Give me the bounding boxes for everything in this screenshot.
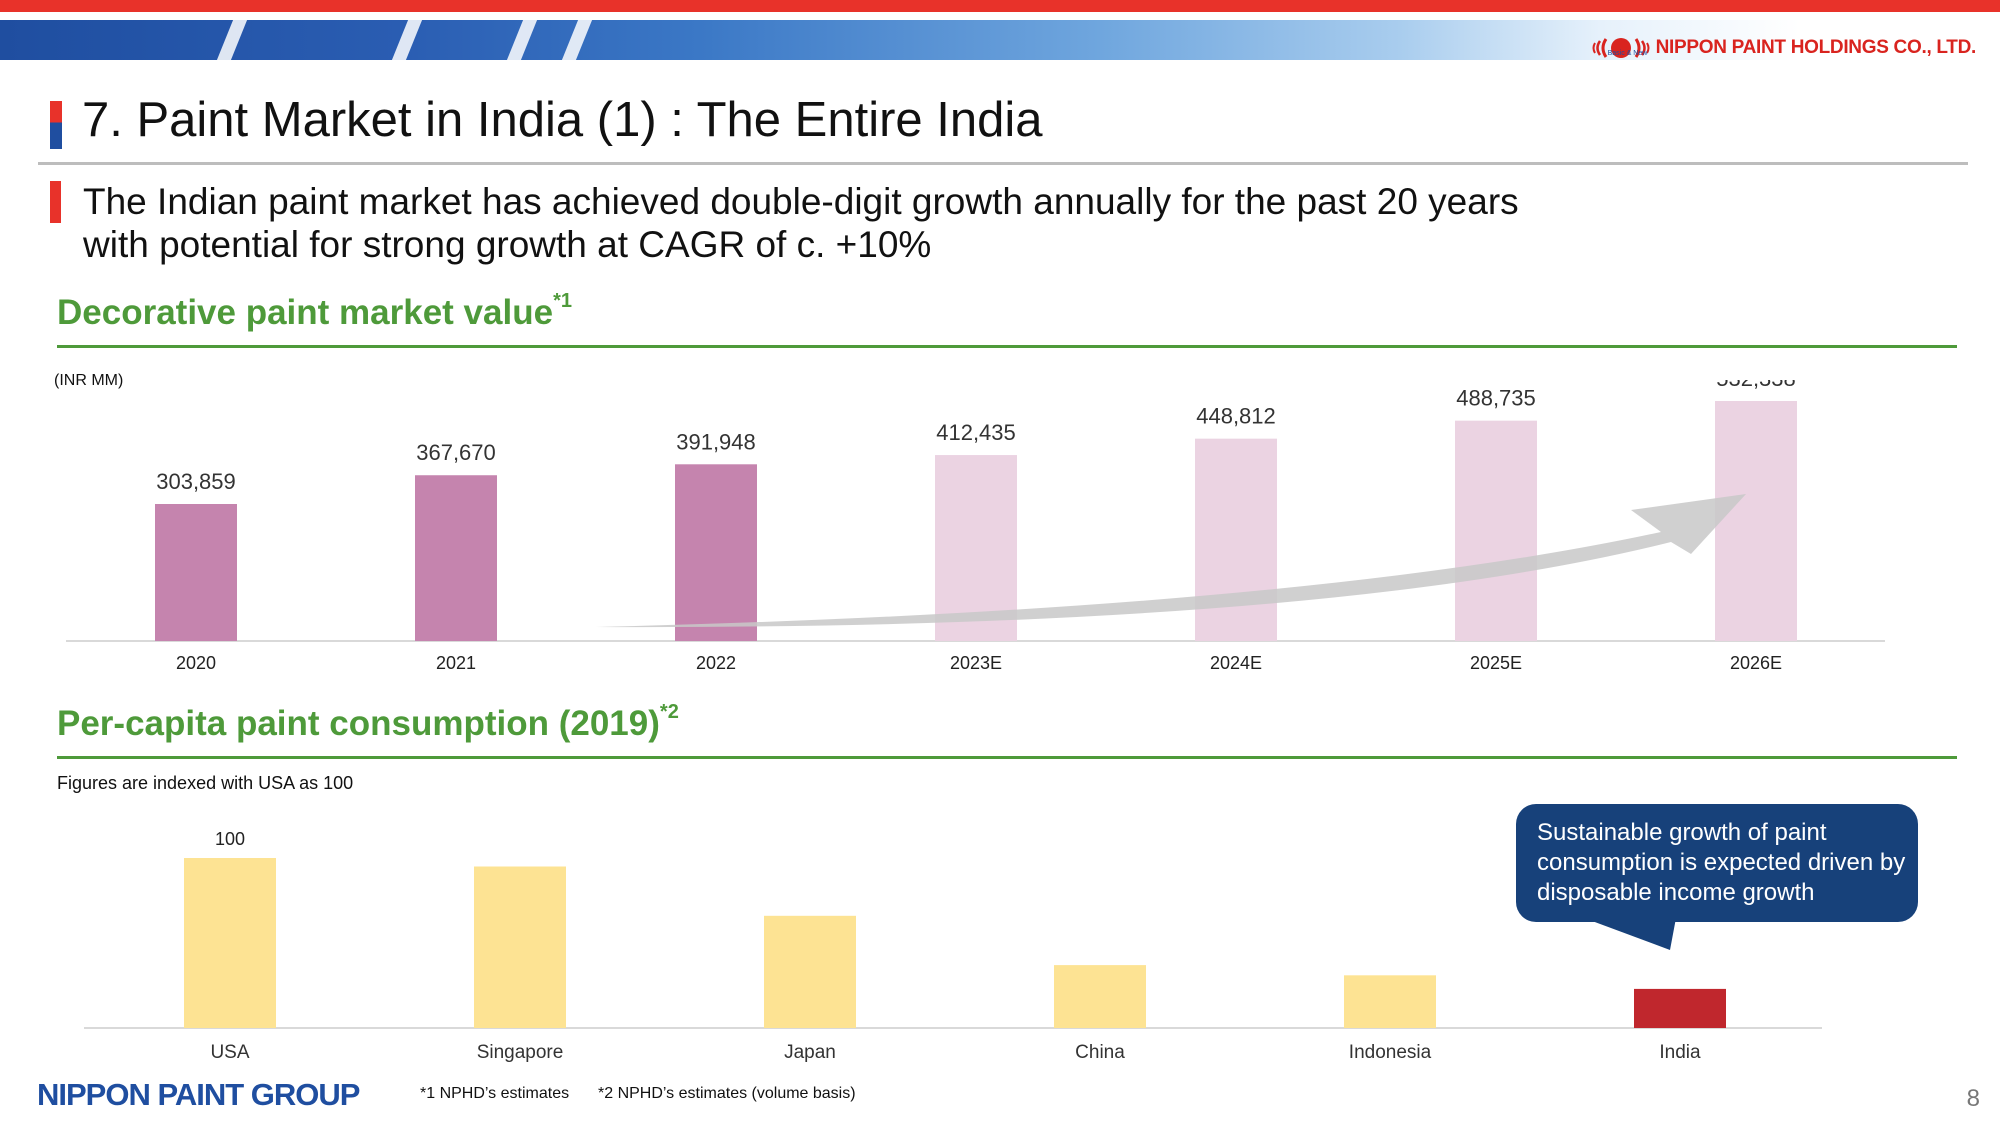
market-value-chart: 303,859 2020 367,670 2021 391,948 2022 412,435… [66,380,1885,673]
x-tick-label: 2022 [696,653,736,673]
consumption-chart: 100 USA Singapore Japan China Indonesia India [84,829,1822,1063]
callout-box [1516,804,1918,922]
section-divider [57,756,1957,759]
market-value-bar [1715,401,1797,641]
x-tick-label: 2025E [1470,653,1522,673]
bar-value-label: 391,948 [676,429,756,454]
top-accent-bar [0,0,2000,12]
page-number: 8 [1966,1085,1980,1112]
consumption-bar [474,866,566,1028]
x-tick-label: India [1659,1042,1701,1063]
nippon-paint-logo-icon [1592,38,1650,58]
consumption-bar [184,858,276,1028]
bar-value-label: 488,735 [1456,386,1536,411]
section-divider [57,345,1957,348]
footnote-1: *1 NPHD’s estimates [420,1085,570,1102]
x-tick-label: Singapore [477,1042,564,1063]
subtitle-line-1: The Indian paint market has achieved dou… [83,181,1519,222]
title-divider [38,162,1968,165]
consumption-bar [1634,988,1726,1028]
callout-pointer [1584,918,1676,950]
section-title-market-value: Decorative paint market value*1 [57,290,572,333]
consumption-bar [764,915,856,1028]
bar-value-label: 100 [215,829,245,849]
company-logo: NIPPON PAINT HOLDINGS CO., LTD. Basic & … [1592,28,1976,68]
footnote-marker: *1 [553,290,572,313]
footer-logo: NIPPON PAINT GROUP [37,1077,360,1112]
title-marker [50,101,62,149]
x-tick-label: 2020 [176,653,216,673]
section-title-consumption: Per-capita paint consumption (2019)*2 [57,701,679,744]
consumption-bar [1344,975,1436,1028]
x-tick-label: 2024E [1210,653,1262,673]
market-value-bar [1455,420,1537,641]
x-tick-label: 2023E [950,653,1002,673]
bar-value-label: 367,670 [416,440,496,465]
section-title-text: Per-capita paint consumption (2019) [57,704,660,743]
unit-label: (INR MM) [54,372,124,389]
header-stripe [0,20,2000,60]
market-value-bar [415,475,497,641]
subtitle: The Indian paint market has achieved dou… [83,180,1783,266]
index-note: Figures are indexed with USA as 100 [57,773,354,793]
subtitle-marker [50,181,61,223]
footnote-marker: *2 [659,701,679,724]
x-tick-label: Indonesia [1349,1042,1432,1063]
market-value-bar [675,464,757,641]
bar-value-label: 448,812 [1196,404,1276,429]
bar-value-label: 412,435 [936,420,1016,445]
bar-value-label: 303,859 [156,469,236,494]
x-tick-label: 2026E [1730,653,1782,673]
growth-arrow [596,494,1746,628]
company-name: NIPPON PAINT HOLDINGS CO., LTD. [1655,37,1977,58]
x-tick-label: Japan [784,1042,836,1063]
x-tick-label: 2021 [436,653,476,673]
market-value-bar [1195,438,1277,641]
x-tick-label: USA [210,1042,249,1063]
consumption-bar [1054,965,1146,1028]
bar-value-label: 532,338 [1716,380,1796,391]
market-value-bar [155,504,237,641]
x-tick-label: China [1075,1042,1125,1063]
market-value-bar [935,455,1017,641]
section-title-text: Decorative paint market value [57,293,554,332]
subtitle-line-2: with potential for strong growth at CAGR… [83,224,932,265]
callout-text: Sustainable growth of paint consumption … [1537,819,1906,906]
logo-tagline: Basic & New [1607,50,1648,57]
footnote-2: *2 NPHD’s estimates (volume basis) [598,1085,856,1102]
page-title: 7. Paint Market in India (1) : The Entir… [82,93,1043,147]
